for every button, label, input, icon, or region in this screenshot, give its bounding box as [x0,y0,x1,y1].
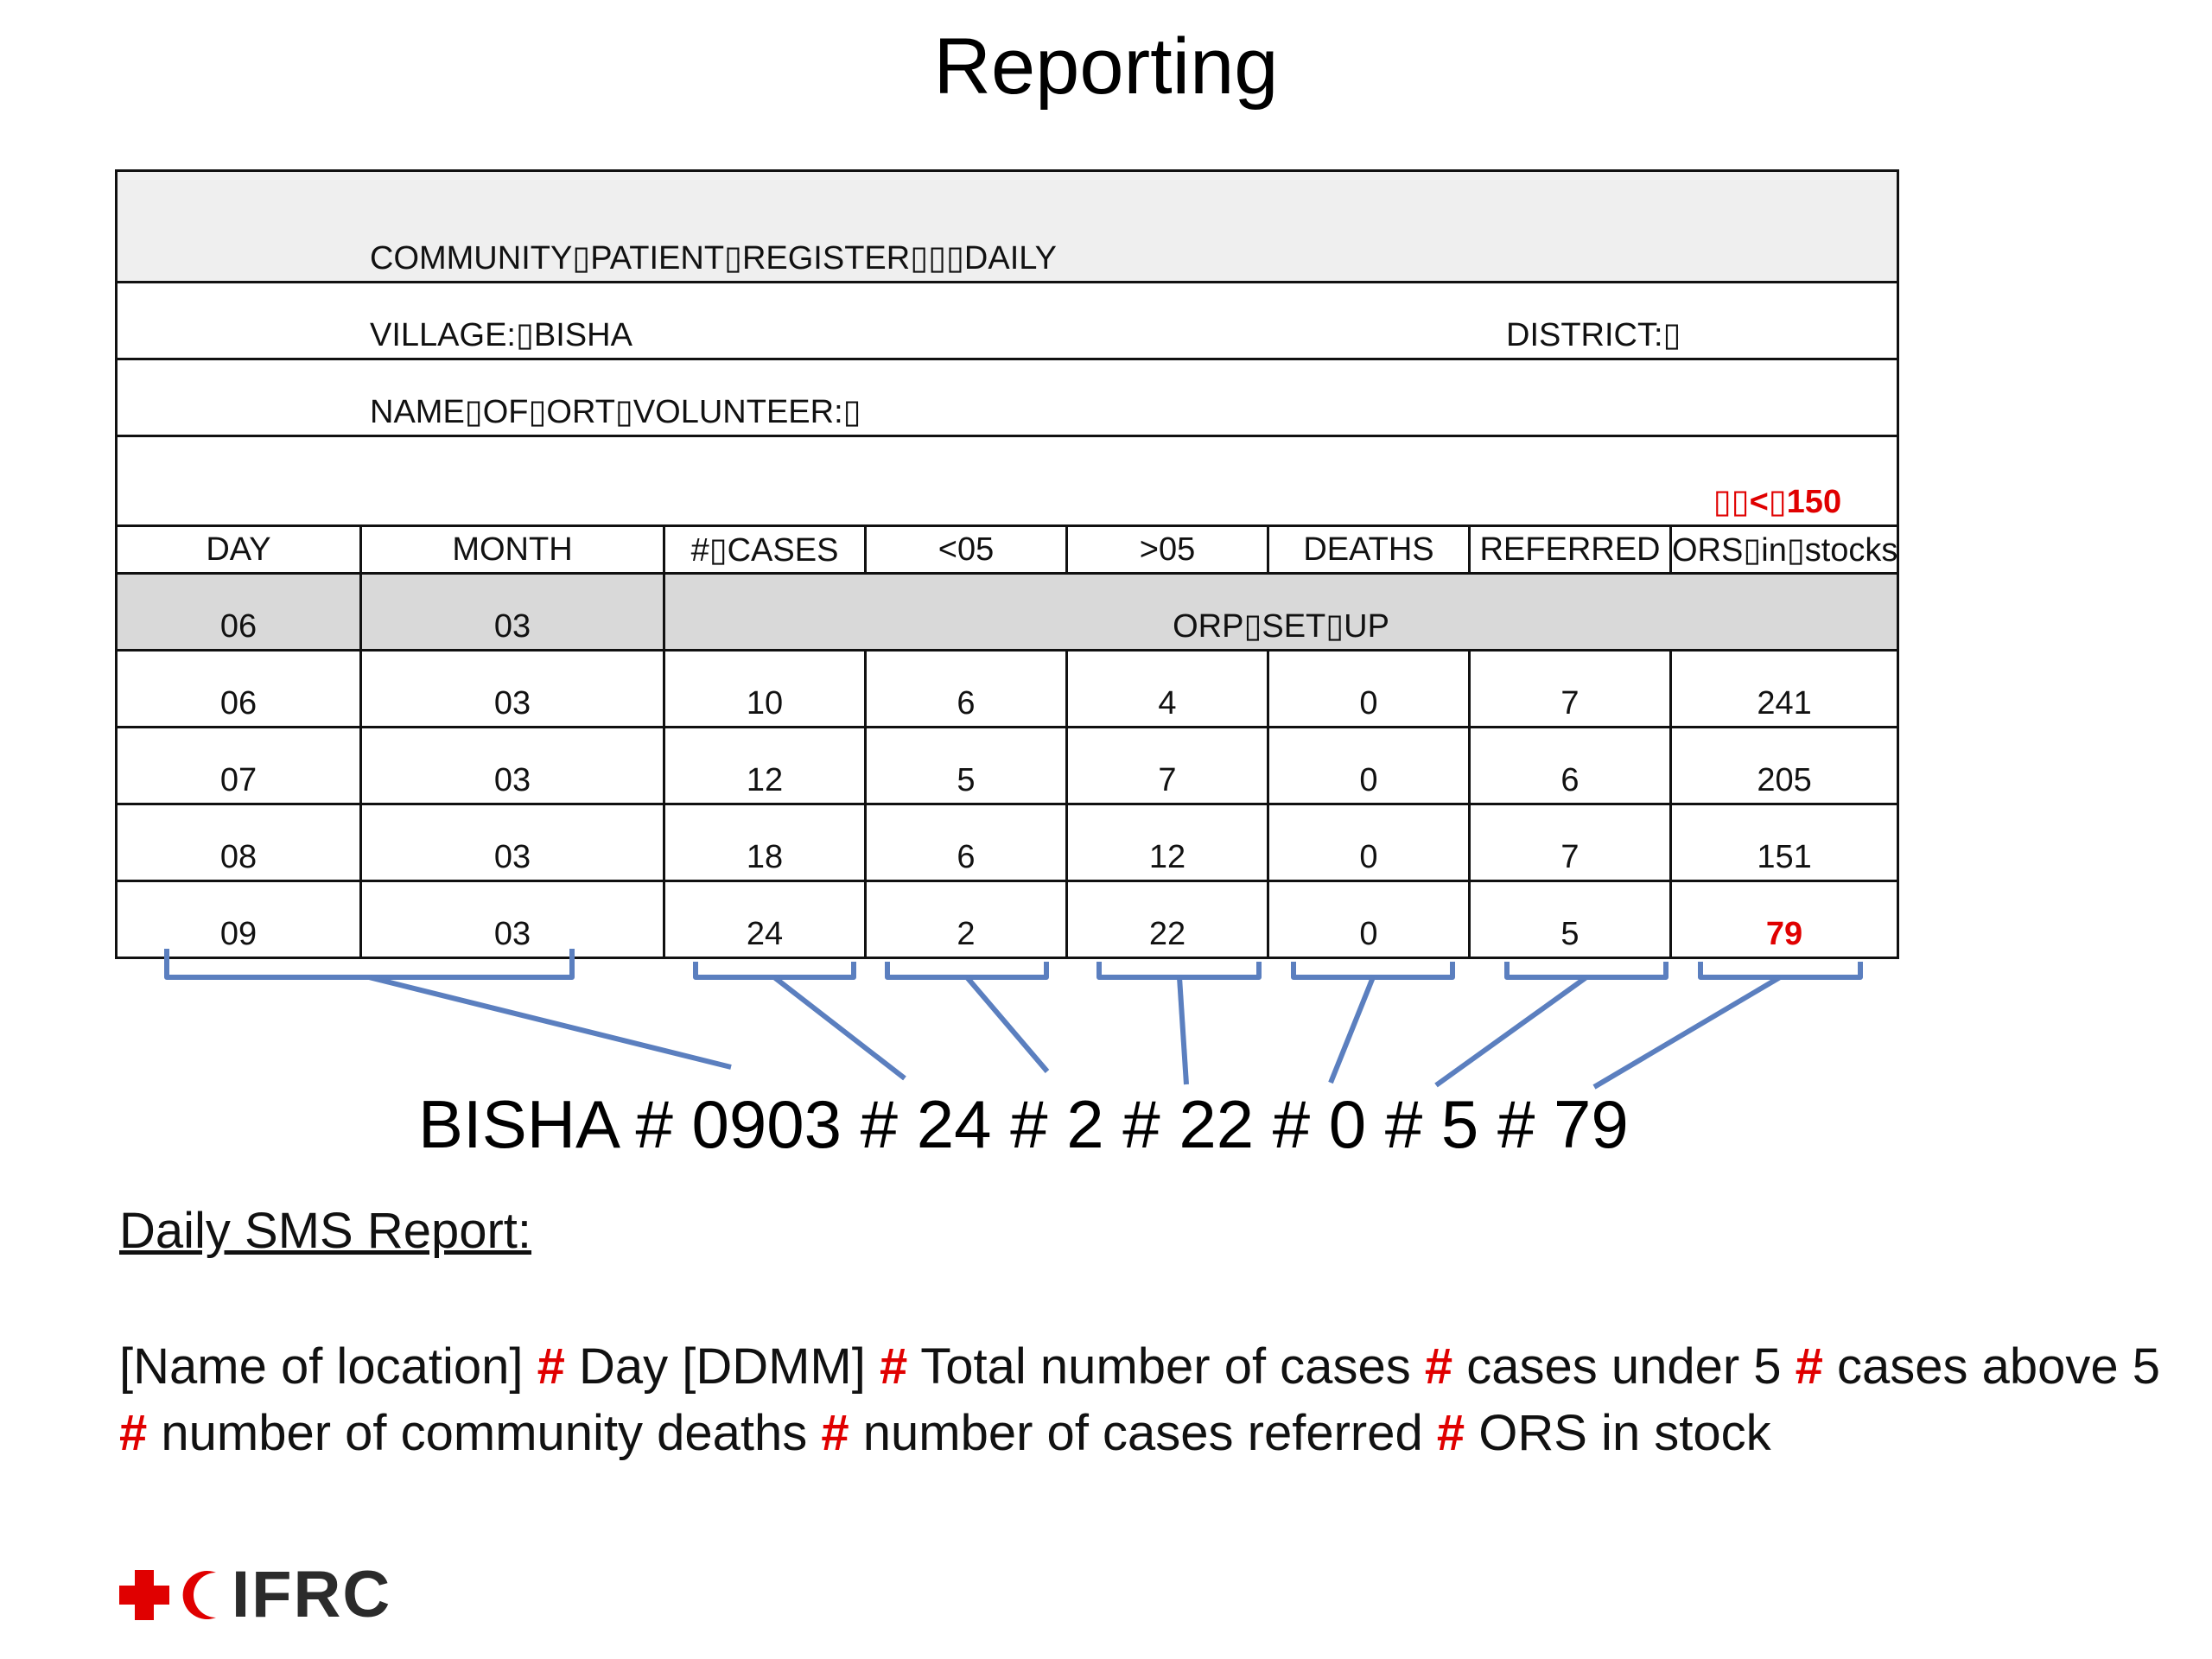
table-cell: 4 [1065,649,1269,728]
district-label: DISTRICT:▯ [1506,317,1681,353]
table-row: 09 03 24 2 22 0 5 79 [115,880,1900,959]
format-part: [Name of location] [119,1338,537,1395]
table-cell: 03 [359,803,665,882]
ors-threshold: ▯▯<▯150 [1713,484,1842,520]
volunteer-label: NAME▯OF▯ORT▯VOLUNTEER:▯ [114,358,1900,437]
table-cell: 205 [1669,726,1900,805]
column-header: DAY [115,524,362,575]
connector-over5 [1177,976,1189,1085]
bracket-cases [693,962,856,980]
hash-separator: # [1795,1338,1823,1395]
table-cell: 5 [1468,880,1672,959]
format-part: cases above 5 [1822,1338,2161,1395]
table-cell: 12 [1065,803,1269,882]
hash-separator: # [537,1338,565,1395]
table-cell: 151 [1669,803,1900,882]
table-cell: 08 [115,803,362,882]
hash-separator: # [119,1405,148,1461]
threshold-row: ▯▯<▯150 [114,435,1900,527]
format-part: cases under 5 [1452,1338,1796,1395]
format-part: Total number of cases [907,1338,1425,1395]
ors-low-stock-cell: 79 [1669,880,1900,959]
patient-register-table: COMMUNITY▯PATIENT▯REGISTER▯▯▯DAILY VILLA… [114,169,1900,959]
table-cell: 0 [1267,649,1471,728]
format-part: number of cases referred [849,1405,1437,1461]
connector-referred [1434,975,1588,1088]
sms-format-description: [Name of location] # Day [DDMM] # Total … [119,1333,2176,1466]
table-cell: 0 [1267,880,1471,959]
table-cell: 241 [1669,649,1900,728]
table-cell: 03 [359,880,665,959]
table-row: 08 03 18 6 12 0 7 151 [115,803,1900,882]
table-cell: 07 [115,726,362,805]
column-header: REFERRED [1468,524,1672,575]
village-label: VILLAGE:▯BISHA [370,317,632,353]
ifrc-logo: IFRC [119,1562,391,1628]
column-header: DEATHS [1267,524,1471,575]
column-header: <05 [864,524,1068,575]
table-cell: 2 [864,880,1068,959]
format-part: number of community deaths [147,1405,822,1461]
format-part: ORS in stock [1465,1405,1771,1461]
table-cell: 6 [1468,726,1672,805]
format-part: Day [DDMM] [564,1338,880,1395]
bracket-deaths [1291,962,1455,980]
table-cell: 18 [663,803,867,882]
slide-title: Reporting [933,22,1279,111]
sms-example: BISHA # 0903 # 24 # 2 # 22 # 0 # 5 # 79 [418,1086,1629,1162]
table-cell: 0 [1267,726,1471,805]
column-header: >05 [1065,524,1269,575]
hash-separator: # [821,1405,849,1461]
table-cell: 22 [1065,880,1269,959]
table-cell: 09 [115,880,362,959]
connector-under5 [964,976,1050,1073]
table-cell: 7 [1065,726,1269,805]
column-header: #▯CASES [663,524,867,575]
table-cell: 06 [115,572,362,652]
column-header-row: DAY MONTH #▯CASES <05 >05 DEATHS REFERRE… [115,524,1900,575]
connector-day-month [368,975,732,1070]
table-cell: 06 [115,649,362,728]
table-cell: 0 [1267,803,1471,882]
village-district-row: VILLAGE:▯BISHA DISTRICT:▯ [114,281,1900,360]
connector-ors [1592,975,1782,1090]
connector-cases [772,975,906,1081]
hash-separator: # [1436,1405,1465,1461]
register-title: COMMUNITY▯PATIENT▯REGISTER▯▯▯DAILY [114,169,1900,283]
table-cell: 12 [663,726,867,805]
hash-separator: # [1424,1338,1453,1395]
bracket-under5 [885,962,1049,980]
table-cell: 5 [864,726,1068,805]
bracket-over5 [1096,962,1262,980]
setup-label: ORP▯SET▯UP [662,572,1900,652]
hash-separator: # [879,1338,908,1395]
table-cell: 7 [1468,803,1672,882]
table-cell: 03 [359,726,665,805]
logo-text: IFRC [232,1558,392,1631]
table-row: 06 03 10 6 4 0 7 241 [115,649,1900,728]
bracket-day-month [164,949,575,980]
table-row: 07 03 12 5 7 0 6 205 [115,726,1900,805]
bracket-referred [1504,962,1669,980]
table-cell: 10 [663,649,867,728]
bracket-ors [1698,962,1863,980]
table-cell: 03 [359,572,665,652]
column-header: MONTH [359,524,665,575]
connector-deaths [1328,976,1376,1084]
red-cross-crescent-icon [119,1570,216,1620]
table-cell: 03 [359,649,665,728]
table-cell: 6 [864,803,1068,882]
table-cell: 7 [1468,649,1672,728]
column-header: ORS▯in▯stocks [1669,524,1900,575]
setup-row: 06 03 ORP▯SET▯UP [115,572,1900,652]
table-cell: 24 [663,880,867,959]
table-cell: 6 [864,649,1068,728]
daily-sms-heading: Daily SMS Report: [119,1203,532,1259]
